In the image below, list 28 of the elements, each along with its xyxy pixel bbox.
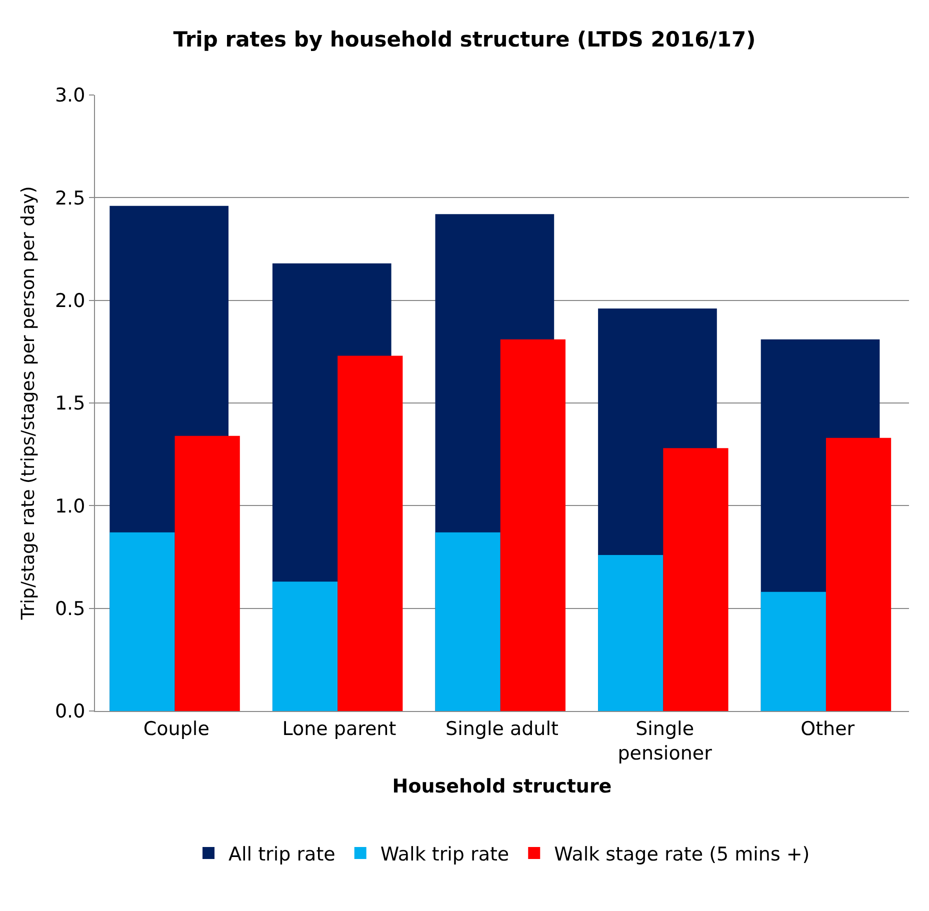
chart-title: Trip rates by household structure (LTDS 2016/17) <box>173 28 756 52</box>
bar <box>435 532 500 711</box>
x-tick-label: Couple <box>143 718 210 740</box>
y-tick-label: 0.5 <box>54 598 86 620</box>
y-tick-label: 2.5 <box>54 187 86 210</box>
legend-label: All trip rate <box>228 843 336 866</box>
y-tick-label: 1.0 <box>54 495 86 518</box>
legend-label: Walk stage rate (5 mins +) <box>554 843 810 866</box>
y-axis-title: Trip/stage rate (trips/stages per person per day) <box>18 186 40 621</box>
bar <box>760 592 826 711</box>
y-tick-label: 3.0 <box>54 84 86 107</box>
bar <box>598 554 664 711</box>
legend-label: Walk trip rate <box>380 843 510 866</box>
x-tick-label: Lone parent <box>282 718 396 740</box>
y-tick-label: 2.0 <box>54 290 86 312</box>
bar <box>174 436 240 711</box>
bar <box>826 438 892 711</box>
x-tick-label: Single adult <box>446 718 558 740</box>
bar <box>110 532 175 711</box>
y-tick-label: 0.0 <box>54 700 86 723</box>
x-tick-label: Other <box>800 718 855 740</box>
bar <box>272 582 338 711</box>
x-tick-label: Single pensioner <box>618 718 712 764</box>
y-tick-label: 1.5 <box>54 392 86 415</box>
bar <box>338 356 403 711</box>
bar <box>663 448 728 711</box>
x-axis-title: Household structure <box>392 775 612 798</box>
bar <box>500 339 566 711</box>
